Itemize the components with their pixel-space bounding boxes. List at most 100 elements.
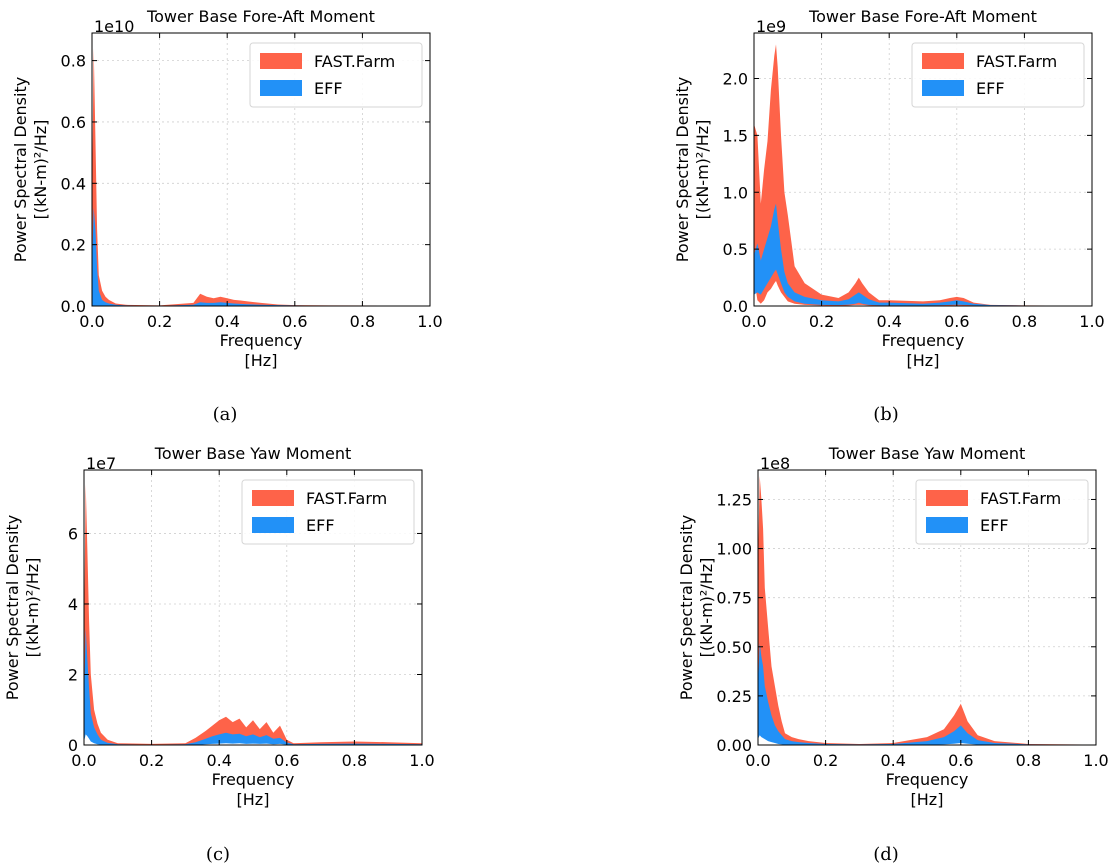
y-tick-label: 2 xyxy=(68,665,78,684)
y-axis-label: [(kN-m)²/Hz] xyxy=(31,120,50,220)
legend: FAST.Farm EFF xyxy=(915,479,1089,545)
legend-label: EFF xyxy=(314,79,343,98)
legend-swatch-eff xyxy=(926,517,968,533)
x-tick-label: 0.6 xyxy=(948,751,973,770)
x-tick-label: 0.8 xyxy=(1012,312,1037,331)
legend-swatch-fast-farm xyxy=(926,490,968,506)
legend-swatch-fast-farm xyxy=(922,53,964,69)
x-tick-label: 0.2 xyxy=(809,312,834,331)
figure-caption: (a) xyxy=(213,404,238,425)
y-tick-label: 0.8 xyxy=(61,52,86,71)
y-tick-label: 1.00 xyxy=(716,540,752,559)
legend-label: FAST.Farm xyxy=(976,52,1057,71)
series-area-eff xyxy=(92,207,430,306)
x-axis-label: [Hz] xyxy=(907,351,940,370)
x-tick-label: 0.8 xyxy=(342,751,367,770)
y-axis-label: Power Spectral Density xyxy=(673,77,692,262)
legend: FAST.Farm EFF xyxy=(241,479,415,545)
y-axis-label: [(kN-m)²/Hz] xyxy=(23,558,42,658)
series-areas xyxy=(754,44,1092,306)
y-tick-label: 0.6 xyxy=(61,113,86,132)
legend-label: EFF xyxy=(306,516,335,535)
x-tick-label: 0.0 xyxy=(745,751,770,770)
y-tick-label: 0.4 xyxy=(61,174,86,193)
x-axis-label: Frequency xyxy=(212,770,295,789)
chart-b: 0.0 0.2 0.4 0.6 0.8 1.0 0.0 0.5 1.0 1.5 2.0 1e9 Towe… xyxy=(673,7,1105,425)
x-axis-label: Frequency xyxy=(886,770,969,789)
x-tick-label: 0.4 xyxy=(206,751,231,770)
figure-caption: (d) xyxy=(873,844,899,865)
axes-frame xyxy=(91,32,431,307)
y-tick-label: 0.25 xyxy=(716,687,752,706)
x-tick-label: 0.6 xyxy=(282,312,307,331)
legend-label: FAST.Farm xyxy=(980,489,1061,508)
x-tick-label: 0.0 xyxy=(79,312,104,331)
x-tick-label: 1.0 xyxy=(409,751,434,770)
legend-label: FAST.Farm xyxy=(314,52,395,71)
chart-title: Tower Base Fore-Aft Moment xyxy=(808,7,1037,26)
chart-title: Tower Base Fore-Aft Moment xyxy=(146,7,375,26)
x-tick-label: 0.0 xyxy=(741,312,766,331)
legend-label: EFF xyxy=(980,516,1009,535)
chart-a: 0.0 0.2 0.4 0.6 0.8 1.0 0.0 0.2 0.4 0.6 0.8 1e10 Tow… xyxy=(11,7,443,425)
y-tick-label: 0.0 xyxy=(61,297,86,316)
axes-frame xyxy=(757,469,1097,746)
series-area-fast-farm xyxy=(754,44,1092,306)
chart-title: Tower Base Yaw Moment xyxy=(154,444,351,463)
legend-label: EFF xyxy=(976,79,1005,98)
axis-offset-label: 1e8 xyxy=(760,454,790,473)
x-tick-label: 1.0 xyxy=(1079,312,1104,331)
x-tick-label: 1.0 xyxy=(1083,751,1108,770)
y-tick-label: 0 xyxy=(68,736,78,755)
legend-swatch-eff xyxy=(922,80,964,96)
y-tick-label: 1.25 xyxy=(716,490,752,509)
y-axis-label: Power Spectral Density xyxy=(677,515,696,700)
x-tick-label: 0.2 xyxy=(139,751,164,770)
x-tick-label: 0.4 xyxy=(876,312,901,331)
axis-offset-label: 1e9 xyxy=(756,17,786,36)
x-tick-label: 0.4 xyxy=(880,751,905,770)
x-tick-label: 0.0 xyxy=(71,751,96,770)
legend: FAST.Farm EFF xyxy=(249,42,423,108)
y-tick-label: 0.50 xyxy=(716,638,752,657)
y-tick-label: 2.0 xyxy=(723,70,748,89)
y-tick-label: 1.0 xyxy=(723,183,748,202)
x-tick-label: 0.8 xyxy=(1016,751,1041,770)
y-axis-label: Power Spectral Density xyxy=(11,77,30,262)
y-tick-label: 0.2 xyxy=(61,236,86,255)
chart-title: Tower Base Yaw Moment xyxy=(828,444,1025,463)
chart-d: 0.0 0.2 0.4 0.6 0.8 1.0 0.00 0.25 0.50 0.75 1.00 1.… xyxy=(677,444,1109,865)
x-tick-label: 0.8 xyxy=(350,312,375,331)
legend-swatch-eff xyxy=(260,80,302,96)
legend-swatch-fast-farm xyxy=(252,490,294,506)
series-area-eff xyxy=(754,203,1092,306)
figure-caption: (b) xyxy=(873,404,899,425)
x-axis-label: [Hz] xyxy=(237,790,270,809)
legend-label: FAST.Farm xyxy=(306,489,387,508)
legend-swatch-eff xyxy=(252,517,294,533)
x-tick-label: 0.2 xyxy=(147,312,172,331)
x-tick-label: 0.4 xyxy=(214,312,239,331)
x-axis-label: [Hz] xyxy=(911,790,944,809)
figure-caption: (c) xyxy=(206,844,230,865)
y-tick-label: 0.0 xyxy=(723,297,748,316)
axis-offset-label: 1e7 xyxy=(86,454,116,473)
x-axis-label: Frequency xyxy=(882,331,965,350)
y-tick-label: 0.00 xyxy=(716,736,752,755)
x-tick-label: 0.6 xyxy=(944,312,969,331)
series-area-eff xyxy=(758,642,1096,745)
axes-frame xyxy=(83,469,423,746)
legend-swatch-fast-farm xyxy=(260,53,302,69)
y-axis-label: [(kN-m)²/Hz] xyxy=(693,120,712,220)
x-axis-label: [Hz] xyxy=(245,351,278,370)
y-axis-label: [(kN-m)²/Hz] xyxy=(697,558,716,658)
y-tick-label: 0.5 xyxy=(723,240,748,259)
y-tick-label: 6 xyxy=(68,524,78,543)
y-tick-label: 1.5 xyxy=(723,126,748,145)
axes-frame xyxy=(753,32,1093,307)
y-axis-label: Power Spectral Density xyxy=(3,515,22,700)
x-tick-label: 0.2 xyxy=(813,751,838,770)
chart-c: 0.0 0.2 0.4 0.6 0.8 1.0 0 2 4 6 1e7 Tower Base Yaw … xyxy=(3,444,435,865)
y-tick-label: 0.75 xyxy=(716,589,752,608)
